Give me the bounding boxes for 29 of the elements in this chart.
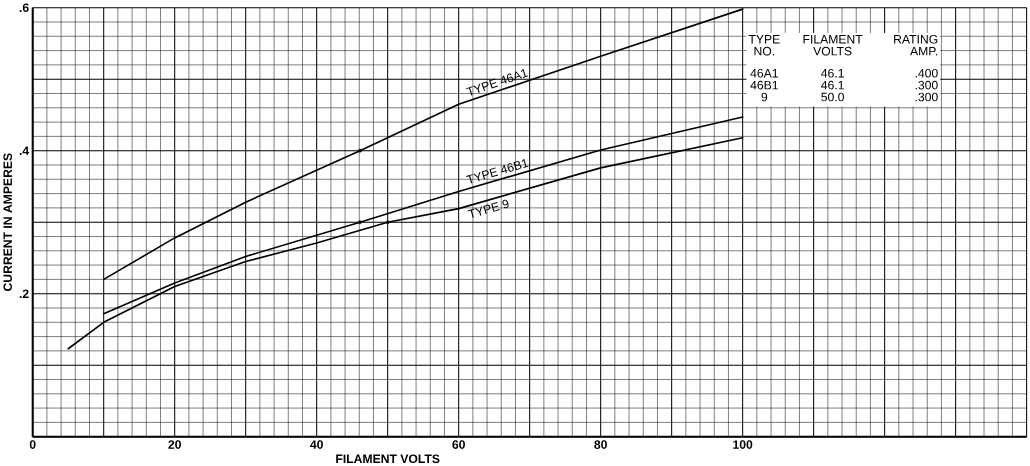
annotation: .300	[915, 92, 938, 102]
y-tick-label: .4	[19, 146, 30, 155]
y-tick-label: .2	[19, 289, 29, 298]
annotation: 46A1	[750, 68, 778, 78]
annotation: FILAMENT	[803, 34, 863, 44]
annotation: AMP.	[910, 46, 938, 56]
x-tick-label: 0	[29, 440, 36, 449]
annotation: 46.1	[821, 80, 844, 90]
annotation: 46.1	[821, 68, 844, 78]
text: TYPE 9	[467, 199, 509, 218]
text: TYPE 46B1	[466, 158, 529, 184]
annotation: 9	[761, 92, 768, 102]
y-axis-title: CURRENT IN AMPERES	[3, 153, 12, 291]
annotation: 46B1	[750, 80, 778, 90]
x-tick-label: 100	[733, 440, 753, 449]
annotation: .400	[915, 68, 938, 78]
x-axis-title: FILAMENT VOLTS	[336, 454, 440, 463]
x-tick-label: 60	[452, 440, 465, 449]
y-tick-label: .6	[19, 3, 29, 12]
annotation: VOLTS	[813, 46, 852, 56]
annotation: .300	[915, 80, 938, 90]
annotation: NO.	[754, 46, 775, 56]
x-tick-label: 80	[594, 440, 607, 449]
x-tick-label: 20	[168, 440, 181, 449]
annotation: 50.0	[821, 92, 844, 102]
annotation: TYPE	[748, 34, 780, 44]
x-tick-label: 40	[310, 440, 323, 449]
annotation: RATING	[894, 34, 938, 44]
text: TYPE 46A1	[465, 68, 529, 96]
